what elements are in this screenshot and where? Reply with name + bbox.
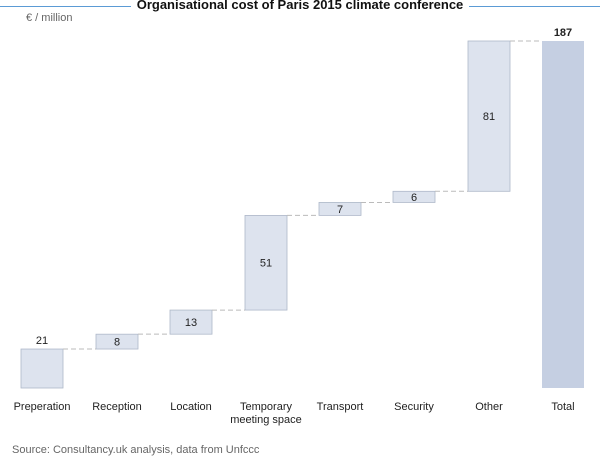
value-label-6: 81 [483, 111, 495, 123]
value-label-3: 51 [260, 258, 272, 270]
bar-7 [542, 41, 584, 388]
category-label-4: Transport [317, 401, 364, 413]
value-label-0: 21 [36, 335, 48, 347]
category-label-0: Preperation [14, 401, 71, 413]
value-label-4: 7 [337, 204, 343, 216]
value-label-1: 8 [114, 337, 120, 349]
value-label-7: 187 [554, 27, 572, 39]
bar-5 [392, 190, 436, 203]
value-label-5: 6 [411, 192, 417, 204]
category-label-2: Location [170, 401, 212, 413]
bar-6 [467, 40, 511, 192]
bar-1 [95, 333, 139, 350]
bar-3 [244, 215, 288, 311]
chart-title: Organisational cost of Paris 2015 climat… [130, 0, 470, 12]
category-label-3-line-0: Temporary [240, 401, 292, 413]
bar-4 [318, 202, 362, 216]
bar-2 [169, 309, 213, 335]
value-label-2: 13 [185, 317, 197, 329]
title-row: Organisational cost of Paris 2015 climat… [0, 0, 600, 14]
chart-title-wrapper: Organisational cost of Paris 2015 climat… [0, 0, 600, 12]
category-label-5: Security [394, 401, 434, 413]
category-label-7: Total [551, 401, 574, 413]
unit-label: € / million [26, 12, 73, 24]
category-label-1: Reception [92, 401, 142, 413]
bar-0 [20, 348, 64, 389]
source-note: Source: Consultancy.uk analysis, data fr… [12, 444, 260, 456]
category-label-6: Other [475, 401, 503, 413]
category-label-3-line-1: meeting space [230, 414, 302, 426]
